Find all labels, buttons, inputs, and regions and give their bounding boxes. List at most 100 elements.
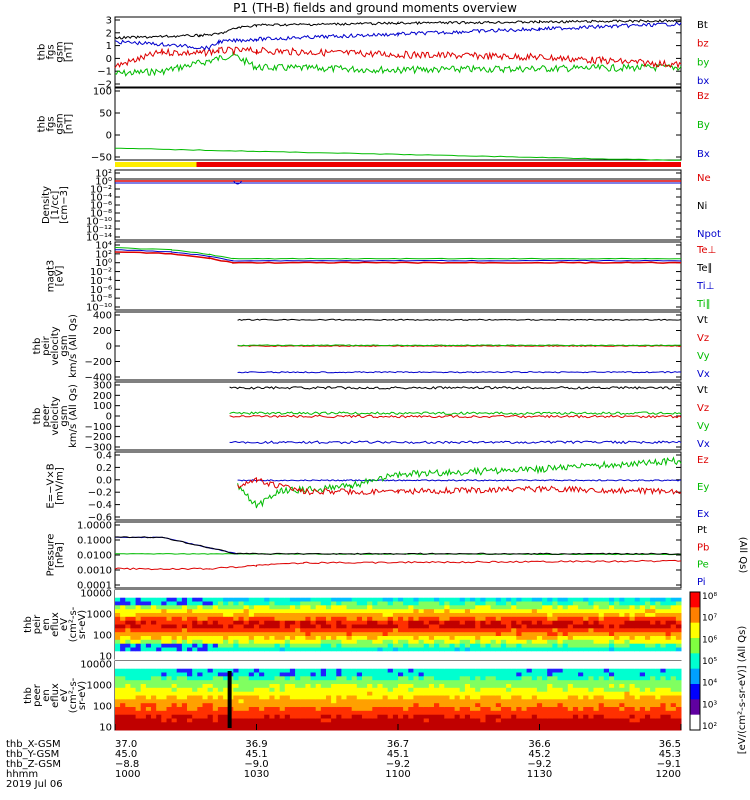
spectrogram-cell <box>223 616 229 622</box>
spectrogram-cell <box>171 668 178 673</box>
spectrogram-cell <box>310 632 317 637</box>
spectrogram-cell <box>145 710 152 716</box>
spectrogram-cell <box>253 636 260 641</box>
spectrogram-cell <box>629 691 636 696</box>
spectrogram-cell <box>331 636 337 641</box>
spectrogram-cell <box>500 613 507 618</box>
spectrogram-cell <box>495 699 502 704</box>
spectrogram-cell <box>552 684 558 689</box>
spectrogram-cell <box>346 664 353 670</box>
spectrogram-cell <box>485 616 492 622</box>
spectrogram-cell <box>516 613 522 618</box>
y-axis-label-line: [nT] <box>64 114 75 134</box>
spectrogram-cell <box>166 636 173 641</box>
spectrogram-cell <box>521 661 528 666</box>
plot-title: P1 (TH-B) fields and ground moments over… <box>233 1 517 15</box>
spectrogram-cell <box>248 699 255 704</box>
spectrogram-cell <box>161 647 167 652</box>
colorbar-tick: 10⁴ <box>702 679 717 689</box>
spectrogram-cell <box>459 668 466 673</box>
spectrogram-cell <box>588 593 594 599</box>
colorbar-band <box>690 638 700 654</box>
spectrogram-cell <box>557 714 564 719</box>
spectrogram-cell <box>428 695 435 700</box>
spectrogram-cell <box>444 647 450 652</box>
spectrogram-cell <box>650 687 656 693</box>
spectrogram-cell <box>650 620 656 625</box>
spectrogram-cell <box>120 687 126 693</box>
side-label: (All Qs) <box>737 537 748 574</box>
spectrogram-cell <box>295 714 301 719</box>
spectrogram-cell <box>408 664 414 670</box>
spectrogram-cell <box>192 636 198 641</box>
spectrogram-cell <box>351 672 358 677</box>
spectrogram-cell <box>603 664 610 670</box>
spectrogram-cell <box>480 714 486 719</box>
spectrogram-cell <box>614 668 620 673</box>
spectrogram-cell <box>408 676 414 681</box>
spectrogram-cell <box>639 655 646 660</box>
spectrogram-cell <box>655 707 661 712</box>
spectrogram-cell <box>593 691 600 696</box>
spectrogram-cell <box>398 616 404 622</box>
legend-Ti∥: Ti∥ <box>696 299 711 310</box>
spectrogram-cell <box>655 684 661 689</box>
spectrogram-cell <box>588 695 594 700</box>
y-tick-label: 0 <box>106 342 112 353</box>
spectrogram-cell <box>284 628 291 633</box>
spectrogram-cell <box>408 714 414 719</box>
spectrogram-cell <box>310 628 317 633</box>
spectrogram-cell <box>634 676 641 681</box>
spectrogram-cell <box>166 601 173 606</box>
spectrogram-cell <box>634 636 641 641</box>
spectrogram-cell <box>320 703 327 708</box>
spectrogram-cell <box>660 632 666 637</box>
spectrogram-cell <box>115 616 121 622</box>
spectrogram-cell <box>588 714 594 719</box>
spectrogram-cell <box>526 687 533 693</box>
spectrogram-cell <box>356 714 363 719</box>
spectrogram-cell <box>423 684 430 689</box>
spectrogram-cell <box>454 593 461 599</box>
spectrogram-cell <box>439 597 445 602</box>
spectrogram-cell <box>171 639 178 645</box>
spectrogram-cell <box>367 613 373 618</box>
spectrogram-cell <box>248 613 255 618</box>
spectrogram-cell <box>650 616 656 622</box>
spectrogram-cell <box>120 695 126 700</box>
spectrogram-cell <box>140 639 147 645</box>
spectrogram-cell <box>578 707 584 712</box>
spectrogram-cell <box>629 661 636 666</box>
spectrogram-cell <box>449 726 456 731</box>
spectrogram-cell <box>511 628 517 633</box>
spectrogram-cell <box>485 676 492 681</box>
spectrogram-cell <box>305 703 311 708</box>
legend-Pe: Pe <box>697 560 709 571</box>
spectrogram-cell <box>315 624 322 629</box>
spectrogram-cell <box>362 597 368 602</box>
spectrogram-cell <box>542 718 548 723</box>
spectrogram-cell <box>557 672 564 677</box>
spectrogram-cell <box>346 624 353 629</box>
spectrogram-cell <box>434 714 440 719</box>
spectrogram-cell <box>619 664 625 670</box>
spectrogram-cell <box>557 691 564 696</box>
spectrogram-cell <box>583 647 589 652</box>
spectrogram-cell <box>274 722 281 727</box>
spectrogram-cell <box>176 684 183 689</box>
spectrogram-cell <box>161 661 167 666</box>
spectrogram-cell <box>331 605 337 610</box>
spectrogram-cell <box>130 593 136 599</box>
colorbar-label-text: [eV/(cm²-s-sr-eV)] (All Qs) <box>737 626 748 755</box>
spectrogram-cell <box>624 590 630 595</box>
spectrogram-cell <box>269 668 275 673</box>
spectrogram-cell <box>320 597 327 602</box>
spectrogram-cell <box>351 714 358 719</box>
spectrogram-cell <box>269 639 275 645</box>
spectrogram-cell <box>305 707 311 712</box>
spectrogram-cell <box>398 726 404 731</box>
spectrogram-cell <box>341 672 347 677</box>
spectrogram-cell <box>408 628 414 633</box>
spectrogram-cell <box>176 695 183 700</box>
spectrogram-cell <box>578 718 584 723</box>
